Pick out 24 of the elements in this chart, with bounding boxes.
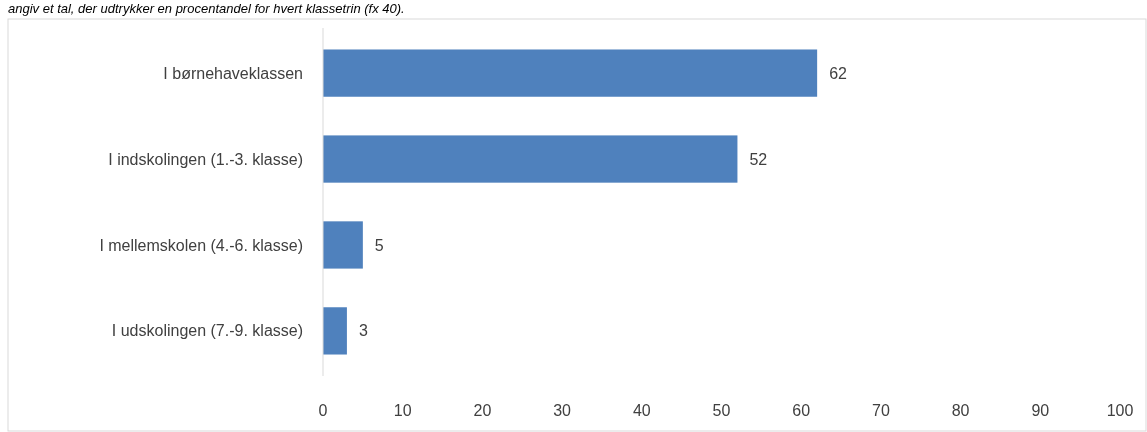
x-tick-label: 80 bbox=[951, 402, 970, 419]
text: angiv et tal, der udtrykker en procentandel for hvert klassetrin (fx 40). bbox=[8, 1, 405, 16]
x-tick-label: 60 bbox=[792, 402, 811, 419]
x-tick-label: 90 bbox=[1031, 402, 1050, 419]
bar bbox=[323, 221, 363, 269]
x-tick-label: 0 bbox=[318, 402, 328, 419]
x-tick-label: 30 bbox=[553, 402, 572, 419]
data-label: 62 bbox=[829, 64, 848, 82]
y-tick-label: I indskolingen (1.-3. klasse) bbox=[108, 150, 303, 168]
y-tick-label: I mellemskolen (4.-6. klasse) bbox=[99, 236, 303, 254]
bar bbox=[323, 49, 818, 97]
x-tick-label: 20 bbox=[473, 402, 492, 419]
data-label: 3 bbox=[358, 322, 368, 340]
x-tick-label: 70 bbox=[872, 402, 890, 419]
y-tick-label: I udskolingen (7.-9. klasse) bbox=[111, 322, 303, 340]
bar bbox=[323, 135, 738, 183]
x-tick-label: 50 bbox=[712, 402, 731, 419]
y-tick-label: I børnehaveklassen bbox=[163, 64, 303, 82]
x-tick-label: 100 bbox=[1106, 402, 1134, 419]
bar bbox=[323, 307, 347, 355]
x-tick-label: 10 bbox=[393, 402, 412, 419]
data-label: 5 bbox=[374, 236, 384, 254]
x-tick-label: 40 bbox=[632, 402, 651, 419]
data-label: 52 bbox=[749, 150, 768, 168]
